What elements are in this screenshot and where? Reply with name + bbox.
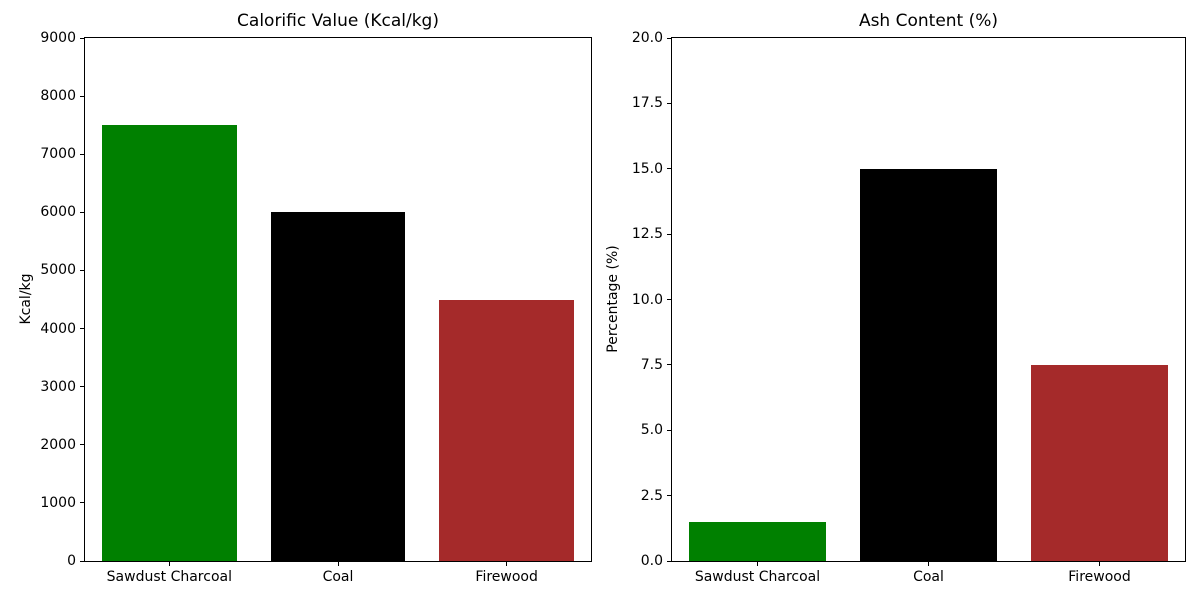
bar-firewood [439, 299, 575, 561]
y-tick-mark [667, 495, 672, 497]
y-tick-mark [80, 37, 85, 39]
y-tick-label: 3000 [40, 378, 76, 395]
y-tick-label: 12.5 [631, 226, 663, 243]
y-tick-label: 9000 [40, 30, 76, 46]
x-tick-mark [928, 561, 929, 566]
y-tick-mark [667, 233, 672, 235]
y-tick-mark [80, 560, 85, 562]
y-tick-label: 0 [67, 553, 76, 569]
y-tick-mark [80, 153, 85, 155]
y-tick-label: 5.0 [640, 422, 663, 439]
x-tick-label: Sawdust Charcoal [106, 569, 232, 585]
y-tick-label: 4000 [40, 320, 76, 337]
x-tick-mark [168, 561, 170, 566]
y-tick-label: 20.0 [631, 30, 663, 46]
bar-sawdust-charcoal [101, 125, 237, 561]
plot-area: 0.0 2.5 5.0 7.5 10.0 12.5 15.0 17.5 20.0 Sawdust … [632, 30, 1186, 585]
y-tick-mark [667, 560, 672, 562]
y-tick-label: 5000 [40, 262, 76, 279]
y-tick-label: 10.0 [631, 291, 663, 308]
bar-coal [860, 168, 997, 561]
y-tick-mark [80, 211, 85, 213]
x-tick-mark [337, 561, 339, 566]
x-tick-label: Coal [322, 569, 354, 585]
bar-sawdust-charcoal [689, 521, 826, 561]
bar-coal [270, 212, 406, 561]
y-tick-mark [80, 328, 85, 330]
y-tick-mark [80, 386, 85, 388]
y-tick-label: 7.5 [640, 356, 663, 373]
x-tick-mark [1099, 561, 1100, 566]
y-tick-label: 7000 [40, 146, 76, 163]
y-tick-mark [667, 364, 672, 366]
y-tick-label: 2.5 [640, 487, 663, 504]
y-tick-mark [667, 429, 672, 431]
y-tick-mark [80, 269, 85, 271]
y-tick-label: 15.0 [631, 160, 663, 177]
y-tick-label: 8000 [40, 88, 76, 105]
chart-title: Calorific Value (Kcal/kg) [237, 11, 439, 31]
y-tick-mark [667, 168, 672, 170]
x-tick-label: Firewood [475, 569, 538, 585]
chart-title: Ash Content (%) [858, 11, 999, 31]
y-tick-mark [80, 95, 85, 97]
y-tick-label: 6000 [40, 204, 76, 221]
y-tick-mark [667, 102, 672, 104]
y-axis-label: Percentage (%) [605, 245, 621, 353]
x-tick-label: Firewood [1068, 569, 1131, 585]
x-tick-label: Sawdust Charcoal [694, 569, 821, 585]
y-tick-mark [667, 299, 672, 300]
y-tick-label: 0.0 [640, 553, 663, 569]
bar-firewood [1031, 364, 1168, 561]
x-tick-label: Coal [913, 569, 944, 585]
y-tick-mark [80, 502, 85, 504]
y-tick-mark [667, 37, 672, 39]
y-tick-label: 2000 [40, 436, 76, 453]
y-axis-label: Kcal/kg [18, 273, 34, 325]
x-tick-mark [757, 561, 758, 566]
plot-area: 0 1000 2000 3000 4000 5000 6000 7000 8000 9000 Saw… [40, 30, 592, 585]
y-tick-label: 1000 [40, 494, 76, 511]
y-tick-mark [80, 444, 85, 446]
x-tick-mark [506, 561, 508, 566]
y-tick-label: 17.5 [631, 95, 663, 112]
